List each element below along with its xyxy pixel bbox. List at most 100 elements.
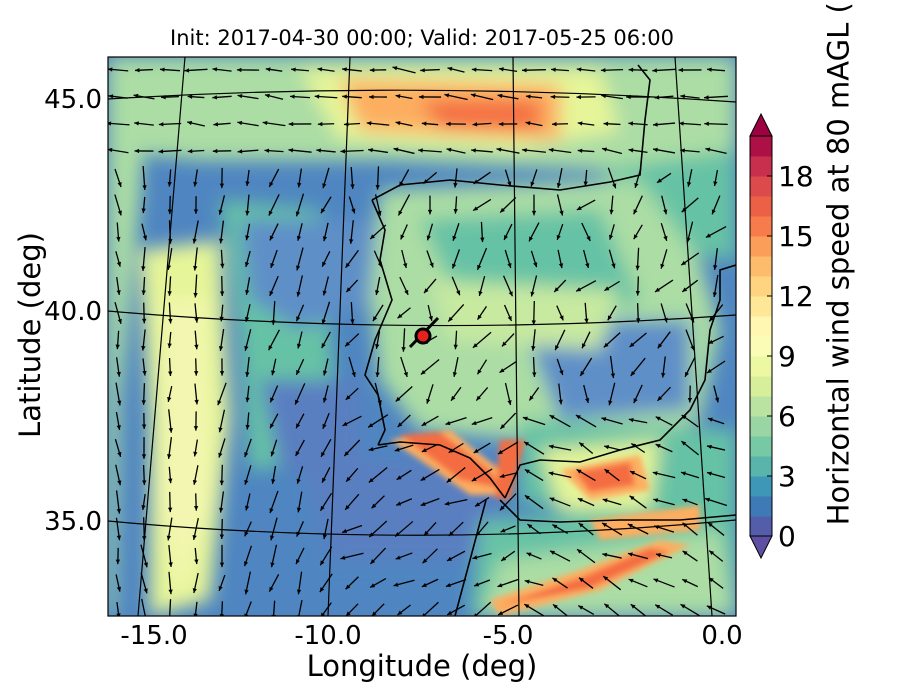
wind-arrow-head xyxy=(652,68,657,73)
wind-arrow-head xyxy=(342,94,347,99)
wind-arrow-head xyxy=(345,584,351,590)
wind-speed-field xyxy=(108,57,736,616)
wind-arrow-head xyxy=(212,67,218,72)
wind-arrow-head xyxy=(296,589,302,595)
wind-arrow-head xyxy=(321,319,326,325)
wind-arrow-head xyxy=(134,121,139,126)
x-tick-label: -10.0 xyxy=(294,621,361,651)
wind-arrow-head xyxy=(167,343,172,349)
wind-arrow-head xyxy=(628,578,634,583)
wind-arrow-head xyxy=(420,369,426,375)
wind-arrow-head xyxy=(578,605,584,610)
wind-arrow-head xyxy=(264,148,270,153)
wind-arrow-head xyxy=(319,587,325,593)
wind-arrow-head xyxy=(168,371,173,376)
wind-arrow-head xyxy=(507,181,512,187)
wind-arrow-head xyxy=(708,577,714,583)
wind-arrow-head xyxy=(350,319,355,324)
wind-arrow-head xyxy=(550,550,556,555)
wind-arrow-head xyxy=(663,235,668,241)
wind-arrow-head xyxy=(371,503,377,509)
wind-arrow-head xyxy=(117,182,122,187)
wind-arrow-head xyxy=(657,343,663,349)
map-plot-area xyxy=(108,57,736,616)
wind-arrow-head xyxy=(349,239,354,244)
wind-arrow-head xyxy=(602,522,608,528)
wind-arrow-head xyxy=(262,120,268,126)
wind-arrow-head xyxy=(141,208,146,214)
colorbar-segment xyxy=(750,256,772,277)
meridian-line xyxy=(512,57,520,616)
wind-arrow-head xyxy=(401,347,406,352)
wind-arrow-head xyxy=(713,265,718,270)
wind-arrow-head xyxy=(686,181,692,187)
wind-arrow-head xyxy=(549,497,555,502)
wind-arrow-head xyxy=(628,148,634,153)
wind-arrow-head xyxy=(158,149,164,154)
wind-arrow-head xyxy=(629,471,635,476)
wind-arrow-head xyxy=(707,67,712,72)
site-marker-dot xyxy=(414,327,432,345)
wind-arrow-head xyxy=(655,604,661,609)
colorbar-segment xyxy=(750,456,772,477)
wind-arrow-head xyxy=(377,400,382,406)
wind-arrow-head xyxy=(628,67,634,72)
wind-arrow-head xyxy=(192,238,197,244)
wind-arrow-head xyxy=(501,556,507,561)
colorbar-segment xyxy=(750,396,772,417)
colorbar-segment xyxy=(750,276,772,297)
wind-arrow-head xyxy=(117,480,122,486)
wind-arrow-head xyxy=(713,181,718,187)
wind-arrow-head xyxy=(421,582,427,587)
wind-arrow-head xyxy=(444,93,450,98)
wind-arrow-head xyxy=(296,369,301,375)
y-tick-label: 35.0 xyxy=(44,507,102,537)
wind-arrow-head xyxy=(117,451,122,457)
wind-arrow-head xyxy=(705,497,711,502)
wind-arrow-head xyxy=(366,121,372,126)
wind-arrow-head xyxy=(393,147,399,152)
meridian-line xyxy=(327,57,351,616)
wind-arrow-head xyxy=(244,345,249,351)
wind-arrow-head xyxy=(268,210,273,216)
wind-arrow-head xyxy=(714,397,720,403)
wind-arrow-head xyxy=(269,508,274,514)
wind-arrow-head xyxy=(142,536,147,541)
wind-arrow-shaft xyxy=(272,600,276,616)
wind-arrow-head xyxy=(681,260,687,266)
y-axis: 45.0 40.0 35.0 xyxy=(44,85,102,537)
wind-arrow-head xyxy=(475,502,481,507)
wind-arrow-head xyxy=(168,562,173,567)
wind-arrow-head xyxy=(661,372,666,378)
wind-arrow-head xyxy=(244,505,250,511)
wind-arrow-head xyxy=(422,613,427,616)
wind-arrow-head xyxy=(498,67,504,72)
wind-arrow-head xyxy=(397,610,403,616)
wind-arrow-head xyxy=(630,604,636,609)
wind-arrow-head xyxy=(708,339,714,344)
site-marker xyxy=(408,316,440,349)
wind-arrow-head xyxy=(633,234,638,240)
wind-arrow-head xyxy=(446,121,451,127)
wind-arrow-head xyxy=(368,477,374,483)
wind-arrow-head xyxy=(316,148,322,153)
wind-arrow-head xyxy=(108,121,112,126)
wind-arrow-head xyxy=(682,522,688,528)
wind-arrow-head xyxy=(368,447,374,452)
colorbar-segment xyxy=(750,376,772,397)
wind-arrow-head xyxy=(322,261,327,267)
wind-arrow-head xyxy=(687,397,693,403)
wind-arrow-head xyxy=(219,562,225,568)
wind-arrow-head xyxy=(269,586,274,592)
wind-arrow-head xyxy=(244,479,249,485)
wind-arrow-head xyxy=(704,121,709,126)
wind-arrow-head xyxy=(193,265,198,271)
wind-arrow-head xyxy=(245,210,250,216)
wind-arrow-head xyxy=(626,94,631,100)
wind-arrow-head xyxy=(288,148,294,153)
wind-arrow-head xyxy=(193,451,198,457)
colorbar-segment xyxy=(750,336,772,357)
colorbar-frame xyxy=(749,135,773,537)
wind-arrow-head xyxy=(271,614,276,616)
wind-arrow-head xyxy=(142,370,147,376)
